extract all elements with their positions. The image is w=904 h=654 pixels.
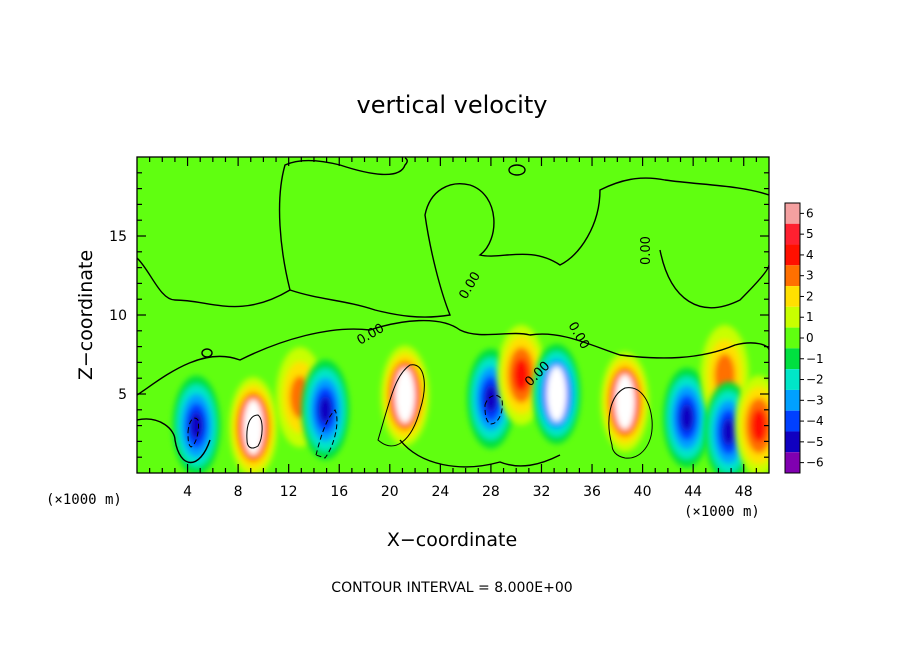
velocity-cell <box>301 359 350 460</box>
colorbar-label: 4 <box>806 248 814 262</box>
colorbar-swatch <box>785 369 800 390</box>
y-axis-label: Z−coordinate <box>75 250 97 380</box>
colorbar-swatch <box>785 431 800 453</box>
colorbar-swatch <box>785 410 800 432</box>
contour-loop <box>508 164 526 176</box>
x-tick-label: 32 <box>533 484 551 500</box>
x-tick-label: 40 <box>634 484 652 500</box>
velocity-core <box>243 399 264 455</box>
velocity-band <box>513 358 530 392</box>
contour-zero-line <box>137 418 211 464</box>
colorbar-swatch <box>785 452 800 473</box>
colorbar-label: −1 <box>806 352 824 366</box>
colorbar-swatch <box>785 389 800 411</box>
x-axis: 4 8 12 16 20 24 28 32 36 40 44 48 <box>149 157 757 500</box>
colorbar-label: −2 <box>806 373 824 387</box>
contour-zero-line <box>289 177 769 318</box>
colorbar-swatch <box>785 348 800 370</box>
x-tick-label: 36 <box>583 484 601 500</box>
contour-negative <box>187 417 199 448</box>
contour-loop <box>201 348 213 358</box>
colorbar-swatch <box>785 265 800 287</box>
contour-positive <box>246 414 263 449</box>
contour-zero-line <box>137 157 408 308</box>
colorbar-label: −5 <box>806 435 824 449</box>
x-axis-label: X−coordinate <box>387 529 517 551</box>
velocity-cell <box>229 377 278 473</box>
velocity-core <box>614 374 635 430</box>
contour-positive <box>608 387 653 459</box>
x-tick-label: 16 <box>330 484 348 500</box>
contour-positive <box>377 364 425 447</box>
x-tick-label: 8 <box>234 484 243 500</box>
contour-zero-line <box>399 439 561 468</box>
colorbar: 6 5 4 3 2 1 0 −1 −2 −3 −4 −5 −6 <box>784 202 824 474</box>
contour-zero-line <box>137 319 769 396</box>
velocity-band <box>680 404 694 432</box>
velocity-cell <box>600 351 649 452</box>
velocity-cell <box>380 345 429 446</box>
x-tick-label: 48 <box>735 484 753 500</box>
colorbar-label: −4 <box>806 414 824 428</box>
velocity-cell <box>734 375 769 473</box>
x-tick-label: 24 <box>431 484 449 500</box>
colorbar-swatch <box>785 286 800 307</box>
colorbar-label: −3 <box>806 393 824 407</box>
velocity-band <box>750 408 767 443</box>
x-tick-label: 44 <box>684 484 702 500</box>
contour-lines <box>137 157 769 468</box>
colorbar-swatch <box>785 306 800 328</box>
colorbar-label: 5 <box>806 227 814 241</box>
chart-title: vertical velocity <box>357 91 548 119</box>
velocity-core <box>394 368 416 424</box>
colorbar-label: 2 <box>806 289 814 303</box>
velocity-band <box>722 418 736 446</box>
contour-negative <box>315 409 338 459</box>
x-tick-label: 20 <box>381 484 399 500</box>
y-tick-label: 15 <box>109 229 127 245</box>
colorbar-label: 6 <box>806 206 814 220</box>
x-tick-label: 28 <box>482 484 500 500</box>
velocity-band <box>318 396 332 424</box>
x-tick-label: 12 <box>280 484 298 500</box>
velocity-cell <box>532 344 581 444</box>
colorbar-label: 1 <box>806 310 814 324</box>
y-tick-label: 5 <box>118 387 127 403</box>
velocity-band <box>189 411 203 440</box>
colorbar-swatch <box>785 203 800 224</box>
colorbar-label: 3 <box>806 269 814 283</box>
contour-negative <box>484 394 503 425</box>
y-axis: 5 10 15 <box>109 172 769 458</box>
colorbar-swatch <box>785 223 800 245</box>
colorbar-label: 0 <box>806 331 814 345</box>
y-tick-label: 10 <box>109 308 127 324</box>
contour-label: 0.00 <box>639 236 654 265</box>
contour-interval-note: CONTOUR INTERVAL = 8.000E+00 <box>331 580 572 596</box>
velocity-cell <box>497 325 546 426</box>
velocity-cell <box>662 367 711 468</box>
colorbar-swatch <box>785 327 800 349</box>
velocity-band <box>484 385 498 413</box>
velocity-core <box>546 366 567 422</box>
x-unit-left: (×1000 m) <box>46 492 122 508</box>
colorbar-label: −6 <box>806 456 824 470</box>
contour-inner-lines <box>187 364 653 459</box>
x-unit-right: (×1000 m) <box>684 504 760 520</box>
heatmap-area: 0.000.000.000.000.00 <box>137 157 769 473</box>
velocity-cell <box>172 375 221 473</box>
colorbar-swatch <box>785 244 800 266</box>
x-tick-label: 4 <box>183 484 192 500</box>
contour-zero-line <box>659 249 769 309</box>
